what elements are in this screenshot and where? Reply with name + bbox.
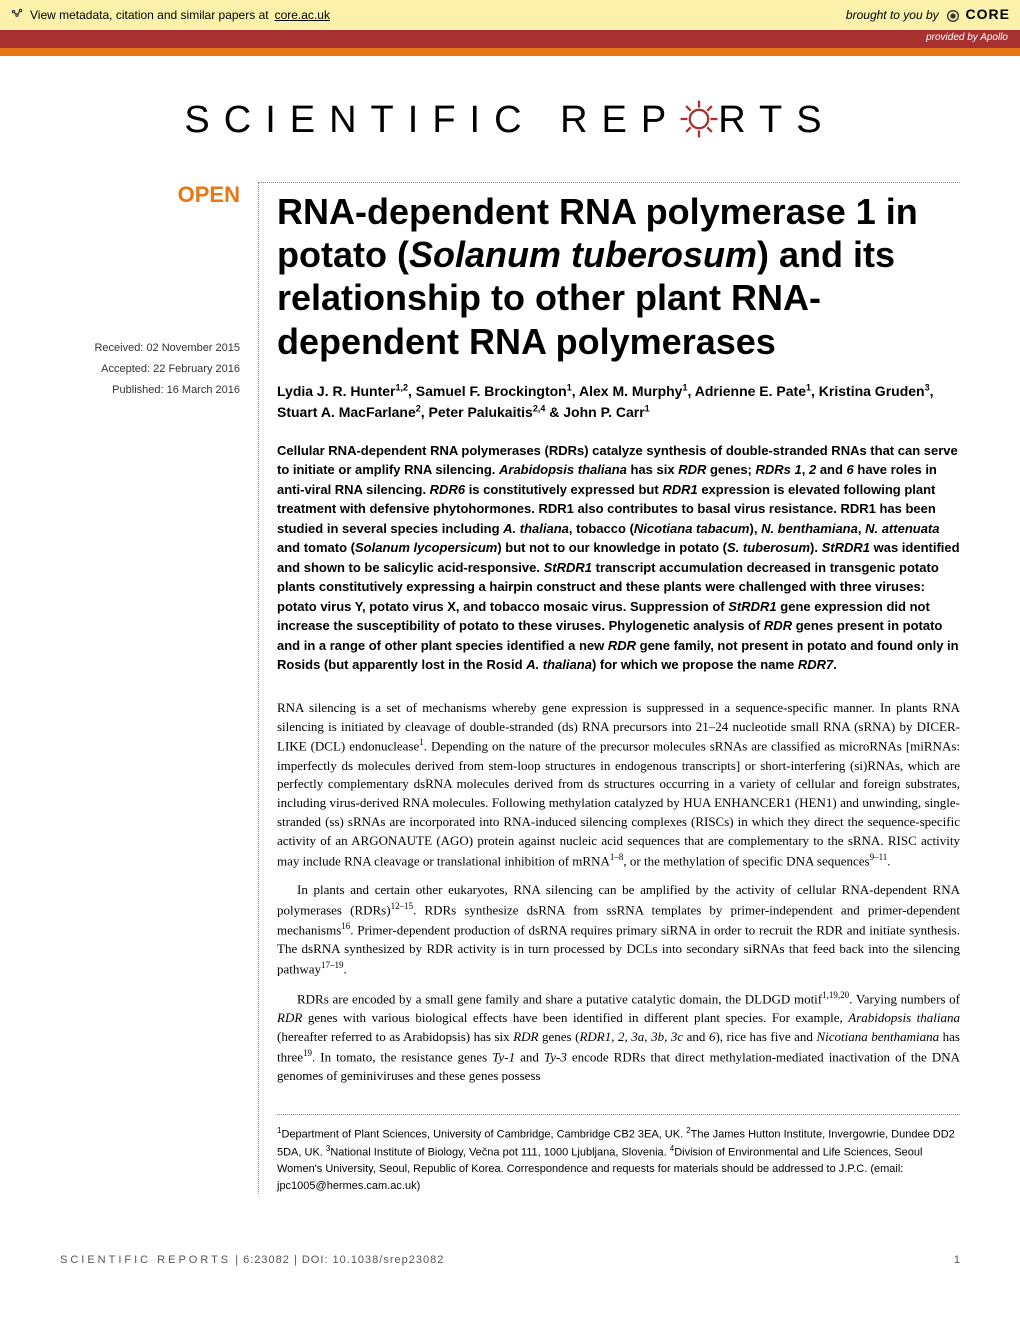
open-badge: OPEN (60, 182, 240, 208)
content-grid: OPEN Received: 02 November 2015 Accepted… (60, 182, 960, 1194)
core-link[interactable]: core.ac.uk (275, 8, 330, 22)
article-dates: Received: 02 November 2015 Accepted: 22 … (60, 338, 240, 401)
core-banner-right: brought to you by CORE (846, 6, 1010, 23)
published-date: Published: 16 March 2016 (60, 380, 240, 401)
right-column: RNA-dependent RNA polymerase 1 in potato… (258, 182, 960, 1194)
article-title: RNA-dependent RNA polymerase 1 in potato… (277, 190, 960, 363)
brought-text: brought to you by (846, 8, 939, 22)
provided-text: provided by Apollo (926, 32, 1008, 43)
metadata-text: View metadata, citation and similar pape… (30, 8, 269, 22)
body-paragraph-1: RNA silencing is a set of mechanisms whe… (277, 699, 960, 871)
core-banner-left: View metadata, citation and similar pape… (10, 7, 330, 24)
orange-divider (0, 48, 1020, 56)
page-content: SCIENTIFIC REPRTS OPEN Received: 02 Nove… (0, 56, 1020, 1214)
page-number: 1 (954, 1254, 960, 1266)
affiliations: 1Department of Plant Sciences, Universit… (277, 1114, 960, 1194)
page-footer: SCIENTIFIC REPORTS | 6:23082 | DOI: 10.1… (0, 1254, 1020, 1286)
footer-citation: SCIENTIFIC REPORTS | 6:23082 | DOI: 10.1… (60, 1254, 444, 1266)
authors: Lydia J. R. Hunter1,2, Samuel F. Brockin… (277, 381, 960, 423)
core-logo: CORE (945, 6, 1010, 23)
body-paragraph-2: In plants and certain other eukaryotes, … (277, 881, 960, 979)
graph-icon (10, 7, 24, 24)
left-column: OPEN Received: 02 November 2015 Accepted… (60, 182, 240, 1194)
journal-logo: SCIENTIFIC REPRTS (60, 96, 960, 142)
provided-banner: provided by Apollo (0, 30, 1020, 48)
body-paragraph-3: RDRs are encoded by a small gene family … (277, 989, 960, 1086)
received-date: Received: 02 November 2015 (60, 338, 240, 359)
core-banner: View metadata, citation and similar pape… (0, 0, 1020, 30)
gear-icon (680, 99, 718, 141)
accepted-date: Accepted: 22 February 2016 (60, 359, 240, 380)
abstract: Cellular RNA-dependent RNA polymerases (… (277, 441, 960, 675)
